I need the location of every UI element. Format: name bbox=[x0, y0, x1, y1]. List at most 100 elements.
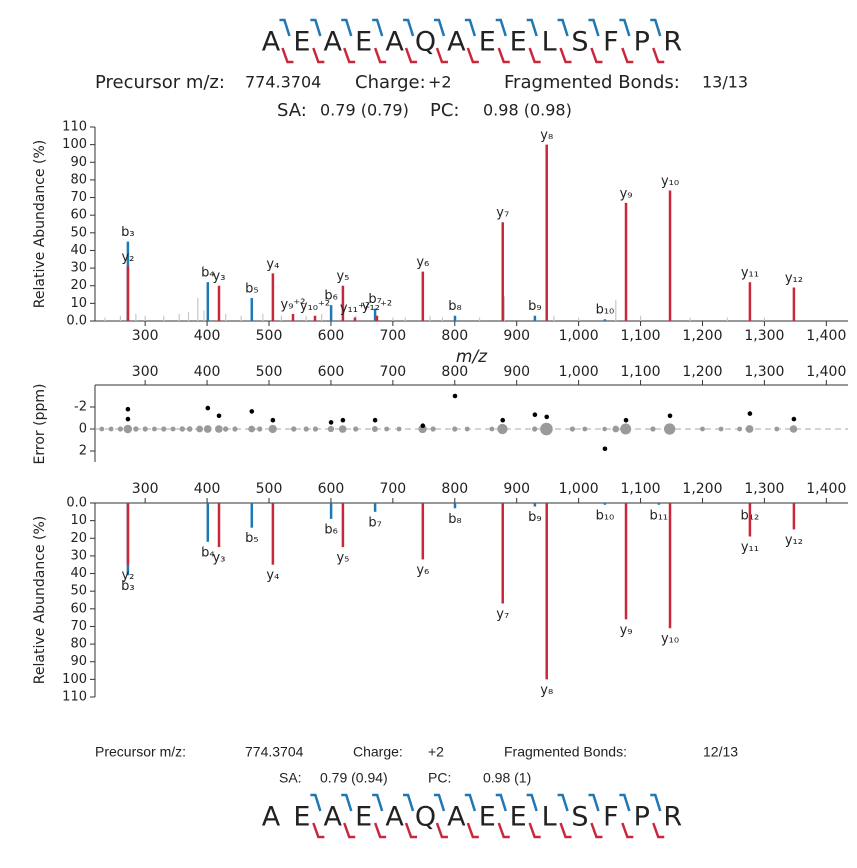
y-tick-label: 90 bbox=[70, 654, 87, 669]
error-point bbox=[270, 417, 276, 423]
y-fragment-marker bbox=[466, 47, 479, 64]
error-point bbox=[312, 426, 319, 432]
b-fragment-marker bbox=[310, 793, 322, 812]
peak-label: y₆ bbox=[416, 563, 429, 578]
y-fragment-marker bbox=[281, 47, 294, 64]
x-tick-label: 600 bbox=[318, 328, 345, 344]
x-tick-label: 400 bbox=[194, 328, 221, 344]
error-point bbox=[737, 426, 743, 432]
b-fragment-marker bbox=[588, 18, 600, 37]
peak-label: y₁₀⁺² bbox=[300, 299, 330, 314]
error-point bbox=[203, 425, 212, 433]
error-point bbox=[372, 417, 378, 423]
pc-label: PC: bbox=[430, 100, 460, 121]
error-point bbox=[489, 426, 495, 432]
y-tick-label: 70 bbox=[70, 619, 87, 634]
y-tick-label: 70 bbox=[70, 190, 87, 205]
y-tick-label: 30 bbox=[70, 261, 87, 276]
y-tick-label: 10 bbox=[70, 296, 87, 311]
x-tick-label: 1,300 bbox=[744, 481, 784, 497]
y-tick-label: 20 bbox=[70, 531, 87, 546]
error-point bbox=[602, 446, 608, 452]
peak-label: y₄ bbox=[266, 257, 279, 272]
y-tick-label: 40 bbox=[70, 566, 87, 581]
peak-label: y₃ bbox=[213, 269, 226, 284]
x-tick-label: 1,200 bbox=[682, 481, 722, 497]
residue: P bbox=[634, 27, 650, 58]
b-fragment-marker bbox=[372, 18, 384, 37]
y-fragment-marker bbox=[435, 822, 448, 839]
residue: E bbox=[293, 27, 310, 58]
y-fragment-marker bbox=[497, 47, 510, 64]
peak-label: b₃ bbox=[121, 225, 134, 240]
b-fragment-marker bbox=[526, 793, 538, 812]
y-fragment-marker bbox=[373, 822, 387, 839]
y-fragment-marker bbox=[312, 822, 325, 839]
error-point bbox=[500, 417, 506, 423]
peak-label: y₁₁ bbox=[741, 540, 759, 555]
residue: A bbox=[324, 802, 343, 833]
b-fragment-marker bbox=[464, 18, 477, 37]
x-tick-label: 400 bbox=[194, 364, 221, 380]
x-tick-label: 400 bbox=[194, 481, 221, 497]
error-point bbox=[125, 416, 131, 422]
error-point bbox=[540, 422, 553, 436]
y-fragment-marker bbox=[621, 47, 634, 64]
x-tick-label: 300 bbox=[132, 328, 159, 344]
x-axis-title: m/z bbox=[456, 347, 488, 367]
x-tick-label: 1,100 bbox=[621, 481, 661, 497]
error-point bbox=[544, 414, 550, 420]
x-tick-label: 1,400 bbox=[806, 481, 846, 497]
peak-label: b₈ bbox=[448, 299, 461, 314]
y-fragment-marker bbox=[559, 822, 572, 839]
y-axis-title: Relative Abundance (%) bbox=[32, 140, 48, 308]
y-tick-label: 50 bbox=[70, 225, 87, 240]
peak-label: y₂ bbox=[121, 568, 134, 583]
y-tick-label: 110 bbox=[62, 690, 87, 705]
residue: F bbox=[603, 802, 619, 833]
error-point bbox=[291, 426, 297, 432]
charge-label: Charge: bbox=[355, 72, 426, 93]
x-tick-label: 900 bbox=[503, 328, 530, 344]
b-fragment-marker bbox=[557, 18, 569, 37]
charge-value: +2 bbox=[428, 73, 452, 92]
b-fragment-marker bbox=[403, 793, 415, 812]
x-tick-label: 1,400 bbox=[806, 364, 846, 380]
x-tick-label: 1,200 bbox=[682, 328, 722, 344]
y-tick-label: 20 bbox=[70, 278, 87, 293]
b-fragment-marker bbox=[619, 793, 631, 812]
residue: E bbox=[510, 27, 527, 58]
y-fragment-marker bbox=[652, 822, 665, 839]
peak-label: b₇ bbox=[368, 515, 381, 530]
error-point bbox=[205, 405, 211, 411]
b-fragment-marker bbox=[495, 793, 507, 812]
x-tick-label: 700 bbox=[379, 364, 406, 380]
x-tick-label: 1,300 bbox=[744, 364, 784, 380]
residue: Q bbox=[415, 27, 436, 58]
x-tick-label: 900 bbox=[503, 364, 530, 380]
x-tick-label: 1,000 bbox=[559, 328, 599, 344]
x-tick-label: 800 bbox=[441, 481, 468, 497]
x-tick-label: 600 bbox=[318, 364, 345, 380]
error-point bbox=[464, 426, 470, 432]
pc-label: PC: bbox=[428, 770, 451, 786]
x-tick-label: 600 bbox=[318, 481, 345, 497]
y-fragment-marker bbox=[528, 47, 541, 64]
error-point bbox=[215, 425, 223, 433]
y-tick-label: 80 bbox=[70, 637, 87, 652]
x-tick-label: 900 bbox=[503, 481, 530, 497]
x-tick-label: 300 bbox=[132, 481, 159, 497]
sa-value: 0.79 (0.94) bbox=[320, 770, 388, 786]
error-point bbox=[117, 426, 123, 432]
sa-label: SA: bbox=[277, 100, 307, 121]
x-tick-label: 300 bbox=[132, 364, 159, 380]
error-point bbox=[216, 413, 222, 419]
peak-label: y₃ bbox=[213, 551, 226, 566]
x-tick-label: 1,200 bbox=[682, 364, 722, 380]
peak-label: b₁₁ bbox=[649, 508, 668, 523]
error-point bbox=[663, 423, 676, 435]
residue: A bbox=[262, 27, 281, 58]
error-point bbox=[186, 426, 193, 432]
error-point bbox=[125, 406, 131, 412]
